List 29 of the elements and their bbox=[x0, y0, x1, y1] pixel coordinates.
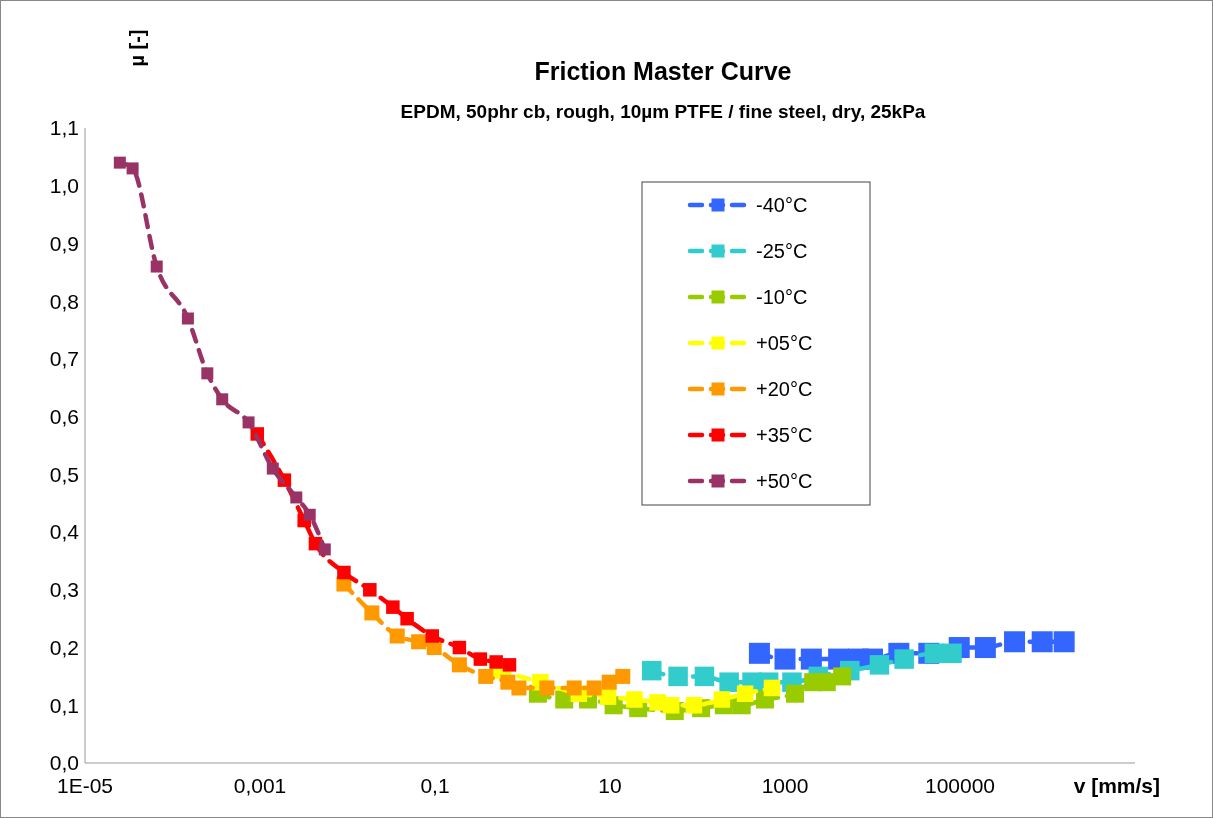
y-tick-label: 0,0 bbox=[49, 751, 79, 775]
x-tick-label: 100000 bbox=[924, 774, 996, 797]
x-tick-label: 10 bbox=[598, 774, 622, 797]
x-tick-label: 1000 bbox=[761, 774, 809, 797]
x-tick-label: 0,1 bbox=[420, 774, 450, 797]
legend-label: +35°C bbox=[756, 424, 813, 446]
legend-label: +50°C bbox=[756, 470, 813, 492]
x-tick-label: 0,001 bbox=[233, 774, 287, 797]
y-tick-label: 0,4 bbox=[49, 520, 80, 544]
legend-label: +05°C bbox=[756, 332, 813, 354]
legend-label: -25°C bbox=[756, 240, 808, 262]
y-tick-label: 1,0 bbox=[49, 174, 79, 198]
y-tick-label: 0,2 bbox=[49, 635, 79, 659]
y-tick-label: 0,3 bbox=[49, 578, 79, 602]
chart-subtitle: EPDM, 50phr cb, rough, 10µm PTFE / fine steel, dry, 25kPa bbox=[400, 101, 926, 122]
chart-title: Friction Master Curve bbox=[534, 57, 792, 85]
legend-label: -40°C bbox=[756, 194, 808, 216]
y-axis-title: µ [-] bbox=[126, 29, 148, 67]
y-tick-label: 0,5 bbox=[49, 462, 79, 486]
x-axis-title: v [mm/s] bbox=[1073, 774, 1160, 797]
y-tick-label: 1,1 bbox=[49, 116, 79, 140]
y-tick-label: 0,7 bbox=[49, 347, 79, 371]
legend-label: +20°C bbox=[756, 378, 813, 400]
y-tick-label: 0,1 bbox=[49, 693, 79, 717]
legend-label: -10°C bbox=[756, 286, 808, 308]
y-tick-label: 0,8 bbox=[49, 289, 79, 313]
y-tick-label: 0,9 bbox=[49, 231, 79, 255]
y-tick-label: 0,6 bbox=[49, 404, 79, 428]
x-tick-label: 1E-05 bbox=[56, 774, 114, 797]
